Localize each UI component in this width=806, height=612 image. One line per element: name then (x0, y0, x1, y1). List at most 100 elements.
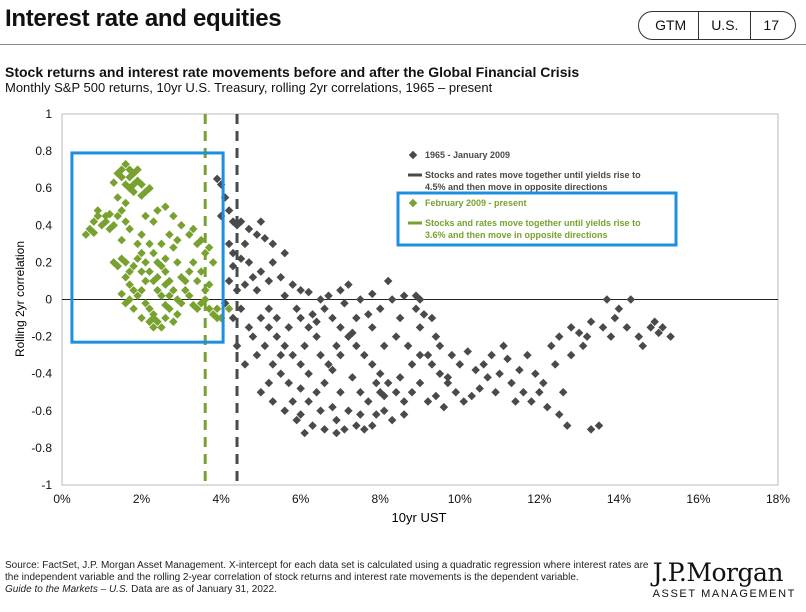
green-point (189, 258, 198, 267)
gray-point (463, 347, 472, 356)
gray-point (598, 323, 608, 332)
green-point (177, 298, 186, 308)
gray-point (435, 369, 445, 378)
gray-point (292, 415, 301, 425)
guide-title: Guide to the Markets – U.S. (5, 584, 129, 595)
gray-point (364, 397, 373, 406)
gray-point (244, 323, 254, 332)
gray-point (316, 406, 325, 416)
gray-point (360, 425, 369, 434)
gray-point (451, 388, 461, 397)
green-point (125, 267, 134, 276)
y-tick-label: 1 (45, 107, 52, 121)
gray-point (539, 378, 548, 388)
green-point (153, 206, 162, 215)
green-point (125, 172, 134, 182)
gray-point (336, 388, 345, 397)
gray-point (511, 397, 520, 406)
gray-point (296, 313, 305, 323)
gray-point (411, 304, 421, 314)
gray-point (224, 276, 234, 286)
green-point (113, 261, 122, 271)
scatter-chart: -1-0.8-0.6-0.4-0.200.20.40.60.810% 2% 4% 6%… (13, 107, 790, 525)
green-point (157, 239, 166, 249)
green-point (173, 258, 182, 267)
green-point (141, 276, 150, 286)
gray-point (602, 295, 612, 304)
gray-point (332, 341, 341, 351)
legend-gray-marker (408, 150, 418, 160)
chart-subtitle: Stock returns and interest rate movement… (5, 64, 580, 80)
logo-subtitle: ASSET MANAGEMENT (652, 588, 796, 600)
gray-point (340, 298, 349, 308)
green-point (161, 313, 170, 323)
green-point (169, 243, 178, 252)
green-point (153, 272, 162, 282)
green-point (121, 217, 130, 226)
green-point (125, 224, 134, 234)
gray-point (554, 410, 564, 419)
gray-point (352, 341, 361, 351)
green-point (145, 304, 154, 314)
green-point (200, 248, 210, 258)
green-point (121, 159, 130, 169)
gray-point (443, 373, 453, 382)
gray-point (383, 276, 393, 286)
gray-point (403, 341, 413, 351)
gray-point (360, 350, 369, 360)
x-tick-label: 8% (372, 492, 390, 506)
green-point (185, 291, 194, 301)
gray-point (527, 397, 536, 406)
green-point (149, 248, 158, 258)
green-point (137, 248, 146, 258)
gray-point (252, 285, 262, 295)
gray-point (387, 415, 397, 425)
gray-point (272, 332, 282, 341)
green-point (204, 280, 214, 289)
green-point (117, 165, 126, 174)
gray-point (256, 313, 266, 323)
gray-point (399, 410, 409, 419)
legend-green-note: Stocks and rates move together until yie… (425, 218, 641, 228)
green-point (129, 285, 138, 295)
gray-point (368, 323, 377, 332)
gray-point (407, 388, 417, 397)
gray-point (562, 421, 572, 430)
gray-point (483, 373, 492, 382)
gray-point (594, 421, 604, 430)
gray-point (495, 369, 504, 378)
green-point (153, 285, 162, 295)
gray-point (344, 280, 353, 289)
gray-point (284, 323, 293, 332)
gray-point (519, 388, 528, 397)
green-point (204, 243, 214, 252)
gray-point (547, 341, 556, 351)
green-point (125, 280, 134, 289)
highlight-box (70, 151, 225, 344)
gray-point (487, 350, 496, 360)
gray-point (300, 428, 309, 438)
green-point (137, 230, 146, 239)
green-point (121, 258, 130, 267)
gray-point (268, 239, 278, 249)
green-point (169, 211, 178, 221)
gray-point (666, 332, 675, 341)
gray-point (439, 402, 449, 412)
green-point (169, 317, 178, 327)
y-tick-label: -0.6 (31, 404, 52, 418)
gray-point (626, 295, 636, 304)
x-axis-label: 10yr UST (392, 510, 447, 525)
gray-point (503, 354, 512, 364)
gray-point (379, 391, 389, 401)
green-point (141, 187, 150, 197)
legend-green-series: February 2009 - present (425, 198, 527, 208)
gray-point (391, 332, 401, 341)
gray-point (276, 272, 286, 282)
gray-point (248, 332, 258, 341)
gray-point (224, 239, 234, 249)
gray-point (427, 313, 437, 323)
green-point (137, 267, 146, 276)
green-point (117, 235, 126, 245)
gray-point (523, 350, 532, 360)
data-date-note: Data are as of January 31, 2022. (128, 584, 277, 595)
